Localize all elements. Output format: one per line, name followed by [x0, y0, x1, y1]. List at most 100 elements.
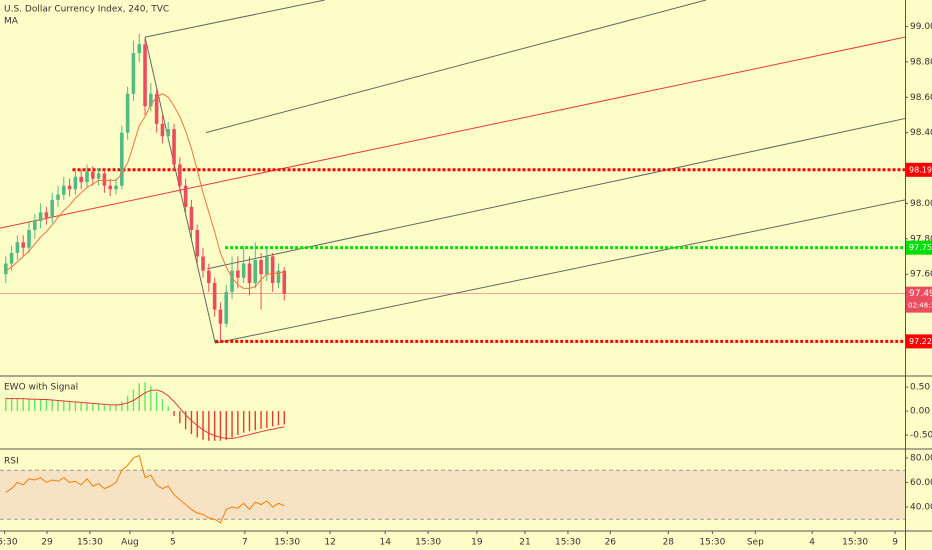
candle-body: [50, 199, 55, 218]
candle-body: [178, 164, 182, 186]
histogram-bar: [51, 400, 53, 412]
candle-body: [230, 270, 234, 292]
rsi-line: [5, 454, 285, 524]
y-tick-label: 98.40: [910, 128, 932, 138]
x-tick-label: 4: [809, 538, 815, 548]
last-price-box: [906, 286, 932, 313]
histogram-bar: [121, 401, 123, 412]
candle-body: [15, 242, 20, 253]
y-tick-label: 40.00: [910, 502, 932, 512]
histogram-bar: [150, 386, 152, 412]
histogram-bar: [231, 411, 233, 438]
histogram-bar: [208, 411, 210, 441]
candle-body: [282, 270, 287, 294]
candle-body: [67, 185, 72, 190]
countdown-label: 02:48:36: [908, 302, 932, 310]
x-tick-label: 21: [519, 538, 530, 548]
histogram-bar: [155, 391, 158, 412]
candle-body: [183, 185, 188, 207]
candle-body: [149, 93, 153, 107]
histogram-bar: [144, 382, 146, 412]
x-tick-label: 28: [663, 538, 675, 548]
histogram-bar: [115, 405, 117, 412]
trend-line: [207, 118, 905, 270]
histogram-bar: [34, 399, 36, 412]
candle-body: [218, 309, 223, 324]
rsi-band: [0, 470, 905, 520]
y-tick-label: 98.00: [910, 199, 932, 209]
x-tick-label: Sep: [747, 538, 764, 548]
histogram-bar: [271, 411, 274, 427]
y-tick-label: 60.00: [910, 478, 932, 488]
histogram-bar: [190, 411, 193, 435]
candle-body: [143, 44, 147, 107]
trend-line: [144, 0, 325, 38]
candle-body: [247, 263, 252, 284]
y-tick-label: 99.00: [910, 22, 932, 32]
level-label: 97.22: [909, 337, 932, 346]
candle-body: [91, 171, 95, 179]
histogram-bar: [179, 411, 181, 424]
x-tick-label: 15:30: [77, 538, 103, 548]
level-box: [906, 334, 932, 349]
x-tick-label: 12: [324, 538, 335, 548]
candle-body: [166, 129, 171, 137]
candle-body: [241, 263, 246, 278]
histogram-bar: [74, 402, 77, 412]
candle-body: [96, 173, 101, 179]
x-tick-label: Aug: [121, 538, 139, 548]
candle-body: [276, 270, 281, 284]
histogram-bar: [103, 405, 106, 412]
candle-body: [114, 185, 118, 190]
histogram-bar: [97, 404, 100, 412]
histogram-bar: [184, 411, 187, 430]
candle-body: [224, 291, 229, 324]
trend-line: [215, 199, 905, 344]
x-tick-label: 15:30: [274, 538, 300, 548]
candle-body: [265, 256, 269, 275]
candle-body: [195, 229, 200, 257]
trend-line: [0, 36, 905, 229]
pane-title: RSI: [4, 457, 19, 467]
histogram-bar: [5, 397, 7, 412]
level-box: [906, 240, 932, 255]
histogram-bar: [68, 401, 71, 412]
histogram-bar: [80, 402, 82, 412]
x-tick-label: 15:30: [0, 538, 18, 548]
candle-body: [253, 260, 258, 284]
histogram-bar: [260, 411, 262, 429]
histogram-bar: [109, 405, 111, 412]
candle-body: [131, 53, 136, 94]
y-tick-label: 0.00: [910, 407, 930, 417]
x-tick-label: 26: [605, 538, 617, 548]
histogram-bar: [39, 399, 42, 412]
trend-line: [205, 0, 707, 134]
histogram-bar: [86, 403, 88, 412]
x-tick-label: 15:30: [555, 538, 581, 548]
histogram-bar: [277, 411, 280, 426]
x-tick-label: 15:30: [699, 538, 725, 548]
histogram-bar: [10, 398, 13, 412]
y-tick-label: 98.60: [910, 93, 932, 103]
level-box: [906, 162, 932, 177]
y-tick-label: 97.60: [910, 270, 932, 280]
y-tick-label: 98.80: [910, 57, 932, 67]
candle-body: [160, 123, 165, 137]
histogram-bar: [16, 398, 19, 412]
candle-body: [201, 256, 205, 271]
signal-line: [5, 389, 285, 439]
candle-body: [62, 185, 66, 195]
histogram-bar: [266, 411, 268, 428]
candle-body: [85, 171, 89, 183]
y-tick-label: -0.50: [910, 431, 932, 441]
histogram-bar: [167, 406, 169, 412]
x-tick-label: 19: [471, 538, 483, 548]
x-tick-label: 29: [41, 538, 53, 548]
candle-body: [270, 256, 275, 284]
histogram-bar: [28, 399, 30, 412]
histogram-bar: [219, 411, 222, 441]
y-tick-label: 97.80: [910, 234, 932, 244]
ma-line: [5, 93, 285, 289]
candle-body: [120, 132, 124, 186]
candle-body: [56, 194, 60, 200]
